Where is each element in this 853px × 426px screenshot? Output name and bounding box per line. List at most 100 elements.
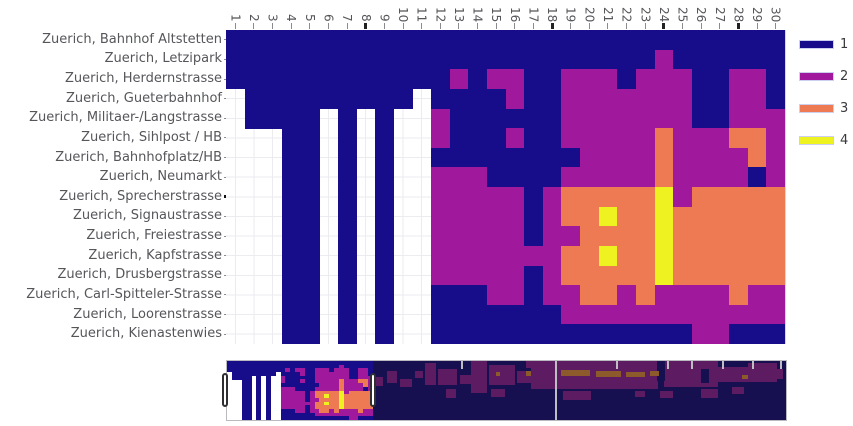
heatmap-cell bbox=[710, 88, 730, 109]
heatmap-cell bbox=[337, 245, 357, 266]
minimap-cell bbox=[304, 375, 311, 380]
minimap-cell bbox=[285, 416, 291, 421]
heatmap-cell bbox=[542, 147, 562, 168]
legend-item[interactable]: 2 bbox=[799, 68, 848, 84]
minimap-cell bbox=[256, 372, 262, 377]
heatmap-cell bbox=[375, 245, 395, 266]
minimap-cell bbox=[304, 379, 311, 384]
minimap-cell bbox=[363, 401, 369, 406]
heatmap-cell bbox=[561, 108, 581, 129]
minimap-cell bbox=[358, 364, 364, 369]
x-tick bbox=[477, 23, 479, 29]
heatmap-cell bbox=[449, 88, 469, 109]
x-tick bbox=[719, 23, 721, 29]
heatmap-cell bbox=[673, 167, 693, 188]
minimap-cell bbox=[353, 383, 359, 388]
x-axis-label: 10 bbox=[396, 6, 411, 22]
minimap-cell bbox=[319, 361, 325, 365]
heatmap-cell bbox=[729, 30, 749, 51]
heatmap-cell bbox=[375, 108, 395, 129]
heatmap-cell bbox=[486, 167, 506, 188]
heatmap-cell bbox=[598, 304, 618, 325]
heatmap-cell bbox=[654, 187, 674, 208]
minimap-cell bbox=[304, 364, 311, 369]
minimap-cell bbox=[348, 375, 354, 380]
y-axis-label: Zuerich, Carl-Spitteler-Strasse bbox=[26, 286, 222, 302]
heatmap-cell bbox=[542, 128, 562, 149]
minimap-cell bbox=[280, 405, 286, 410]
minimap-gray-tick bbox=[752, 361, 754, 369]
minimap-dim-blob bbox=[400, 379, 412, 387]
heatmap-cell bbox=[766, 304, 786, 325]
heatmap-cell bbox=[449, 206, 469, 227]
heatmap-cell bbox=[729, 69, 749, 90]
rangeslider-left-handle[interactable] bbox=[222, 373, 228, 407]
y-axis-label: Zuerich, Drusbergstrasse bbox=[57, 267, 222, 283]
minimap-cell bbox=[304, 361, 311, 365]
heatmap-cell bbox=[580, 285, 600, 306]
legend-item[interactable]: 3 bbox=[799, 100, 848, 116]
minimap-cell bbox=[319, 372, 325, 377]
heatmap-cell bbox=[263, 49, 283, 70]
minimap-cell bbox=[348, 401, 354, 406]
minimap-cell bbox=[295, 416, 301, 421]
heatmap-cell bbox=[375, 285, 395, 306]
heatmap-cell bbox=[691, 304, 711, 325]
heatmap-cell bbox=[281, 147, 301, 168]
minimap-dim-blob bbox=[491, 389, 505, 397]
heatmap-cell bbox=[524, 108, 544, 129]
heatmap-cell bbox=[505, 49, 525, 70]
x-tick bbox=[662, 23, 666, 29]
heatmap-cell bbox=[430, 167, 450, 188]
heatmap-cell bbox=[337, 147, 357, 168]
heatmap-cell bbox=[617, 69, 637, 90]
heatmap-plot-area[interactable] bbox=[226, 30, 786, 345]
minimap-cell bbox=[348, 416, 354, 421]
minimap-cell bbox=[300, 412, 306, 417]
x-tick bbox=[421, 23, 423, 29]
heatmap-cell bbox=[766, 285, 786, 306]
minimap-cell bbox=[309, 361, 315, 365]
heatmap-cell bbox=[281, 324, 301, 345]
heatmap-cell bbox=[375, 128, 395, 149]
minimap-cell bbox=[309, 368, 315, 373]
heatmap-cell bbox=[635, 304, 655, 325]
rangeslider[interactable] bbox=[222, 360, 787, 421]
minimap-cell bbox=[295, 386, 301, 391]
heatmap-cell bbox=[281, 167, 301, 188]
heatmap-cell bbox=[729, 324, 749, 345]
minimap-cell bbox=[256, 364, 262, 369]
heatmap-cell bbox=[300, 30, 320, 51]
rangeslider-dimmed-area[interactable] bbox=[373, 361, 786, 420]
heatmap-cell bbox=[673, 49, 693, 70]
minimap-cell bbox=[329, 394, 335, 399]
minimap-cell bbox=[246, 401, 252, 406]
minimap-cell bbox=[300, 368, 306, 373]
heatmap-cell bbox=[505, 69, 525, 90]
rangeslider-right-handle[interactable] bbox=[370, 373, 376, 407]
minimap-cell bbox=[265, 364, 272, 369]
legend-item[interactable]: 1 bbox=[799, 36, 848, 52]
legend-item[interactable]: 4 bbox=[799, 132, 848, 148]
heatmap-cell bbox=[375, 49, 395, 70]
x-axis-label: 4 bbox=[284, 14, 299, 22]
x-axis-label: 17 bbox=[526, 6, 541, 22]
minimap-cell bbox=[241, 401, 247, 406]
heatmap-cell bbox=[673, 147, 693, 168]
heatmap-cell bbox=[505, 108, 525, 129]
minimap-cell bbox=[343, 397, 349, 402]
heatmap-cell bbox=[710, 187, 730, 208]
minimap-cell bbox=[329, 412, 335, 417]
rangeslider-selected-window[interactable] bbox=[227, 361, 374, 421]
heatmap-cell bbox=[281, 226, 301, 247]
minimap-cell bbox=[363, 368, 369, 373]
minimap-cell bbox=[334, 394, 340, 399]
minimap-cell bbox=[343, 405, 349, 410]
heatmap-cell bbox=[710, 49, 730, 70]
heatmap-cell bbox=[524, 245, 544, 266]
heatmap-cell bbox=[598, 49, 618, 70]
heatmap-cell bbox=[393, 69, 413, 90]
minimap-cell bbox=[241, 379, 247, 384]
minimap-cell bbox=[324, 390, 330, 395]
minimap-cell bbox=[285, 397, 291, 402]
